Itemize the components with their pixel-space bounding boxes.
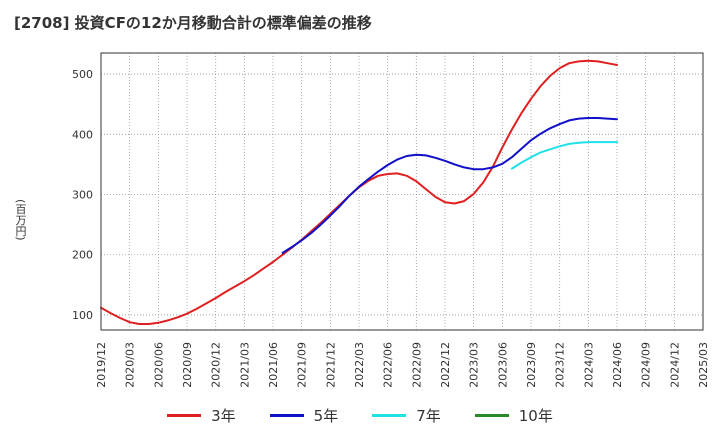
y-tick-label: 100: [72, 309, 93, 322]
x-tick-label: 2022/09: [410, 342, 423, 388]
legend-item: 5年: [269, 405, 339, 426]
x-tick-label: 2022/06: [382, 342, 395, 388]
legend-label: 5年: [313, 406, 339, 425]
legend-label: 10年: [518, 406, 553, 425]
chart-title: [2708] 投資CFの12か月移動合計の標準偏差の推移: [14, 14, 372, 32]
x-tick-label: 2025/03: [697, 342, 710, 388]
x-tick-label: 2024/12: [668, 342, 681, 388]
x-tick-label: 2022/12: [439, 342, 452, 388]
y-tick-label: 200: [72, 249, 93, 262]
x-tick-label: 2024/09: [640, 342, 653, 388]
x-tick-label: 2021/12: [324, 342, 337, 388]
legend-swatch: [167, 413, 202, 417]
legend-item: 10年: [474, 405, 553, 426]
y-tick-label: 500: [72, 68, 93, 81]
x-tick-label: 2021/03: [238, 342, 251, 388]
legend-swatch: [372, 413, 407, 417]
legend-label: 7年: [416, 406, 441, 425]
plot-frame: [100, 52, 704, 331]
series-line-7年: [510, 141, 618, 170]
legend-item: 3年: [167, 405, 236, 426]
x-tick-label: 2022/03: [353, 342, 366, 388]
legend-swatch: [474, 413, 509, 417]
x-tick-label: 2023/09: [525, 342, 538, 388]
y-tick-label: 400: [72, 128, 93, 141]
x-tick-label: 2021/09: [296, 342, 309, 388]
y-tick-label: 300: [72, 189, 93, 202]
legend-swatch: [269, 413, 304, 417]
plot-area: [101, 53, 703, 330]
x-tick-label: 2020/03: [124, 342, 137, 388]
x-tick-label: 2024/06: [611, 342, 624, 388]
legend: 3年 5年 7年 10年: [0, 400, 720, 430]
x-tick-label: 2020/12: [210, 342, 223, 388]
x-tick-label: 2021/06: [267, 342, 280, 388]
x-tick-label: 2020/09: [181, 342, 194, 388]
series-line-5年: [281, 117, 618, 254]
x-tick-label: 2023/06: [496, 342, 509, 388]
legend-item: 7年: [372, 405, 441, 426]
x-tick-label: 2020/06: [152, 342, 165, 388]
x-tick-label: 2023/12: [554, 342, 567, 388]
legend-label: 3年: [211, 406, 236, 425]
x-tick-label: 2023/03: [468, 342, 481, 388]
x-tick-label: 2024/03: [582, 342, 595, 388]
x-tick-label: 2019/12: [95, 342, 108, 388]
y-axis-label: (百万円): [14, 199, 27, 241]
